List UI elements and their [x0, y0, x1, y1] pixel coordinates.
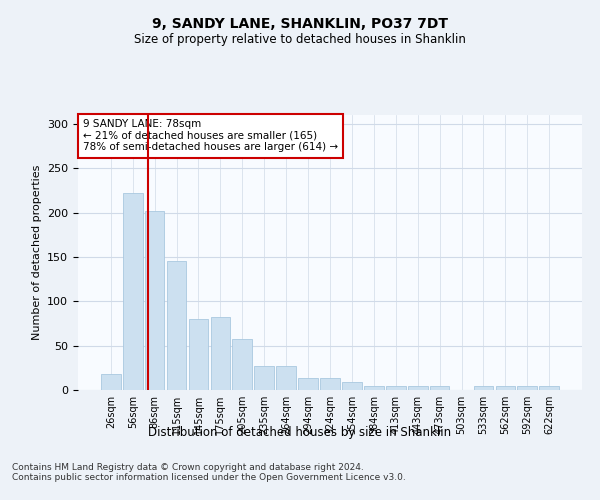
Bar	[232, 340, 252, 390]
Text: 9, SANDY LANE, SHANKLIN, PO37 7DT: 9, SANDY LANE, SHANKLIN, PO37 7DT	[152, 18, 448, 32]
Bar	[408, 386, 428, 390]
Bar	[364, 386, 384, 390]
Bar	[342, 382, 362, 390]
Bar	[101, 374, 121, 390]
Bar	[496, 386, 515, 390]
Text: 9 SANDY LANE: 78sqm
← 21% of detached houses are smaller (165)
78% of semi-detac: 9 SANDY LANE: 78sqm ← 21% of detached ho…	[83, 119, 338, 152]
Bar	[473, 386, 493, 390]
Bar	[298, 378, 318, 390]
Text: Distribution of detached houses by size in Shanklin: Distribution of detached houses by size …	[148, 426, 452, 439]
Bar	[188, 319, 208, 390]
Text: Size of property relative to detached houses in Shanklin: Size of property relative to detached ho…	[134, 32, 466, 46]
Bar	[517, 386, 537, 390]
Bar	[123, 193, 143, 390]
Bar	[320, 378, 340, 390]
Bar	[386, 386, 406, 390]
Y-axis label: Number of detached properties: Number of detached properties	[32, 165, 41, 340]
Bar	[167, 262, 187, 390]
Bar	[254, 366, 274, 390]
Bar	[430, 386, 449, 390]
Bar	[145, 211, 164, 390]
Bar	[539, 386, 559, 390]
Bar	[276, 366, 296, 390]
Bar	[211, 318, 230, 390]
Text: Contains HM Land Registry data © Crown copyright and database right 2024.
Contai: Contains HM Land Registry data © Crown c…	[12, 463, 406, 482]
